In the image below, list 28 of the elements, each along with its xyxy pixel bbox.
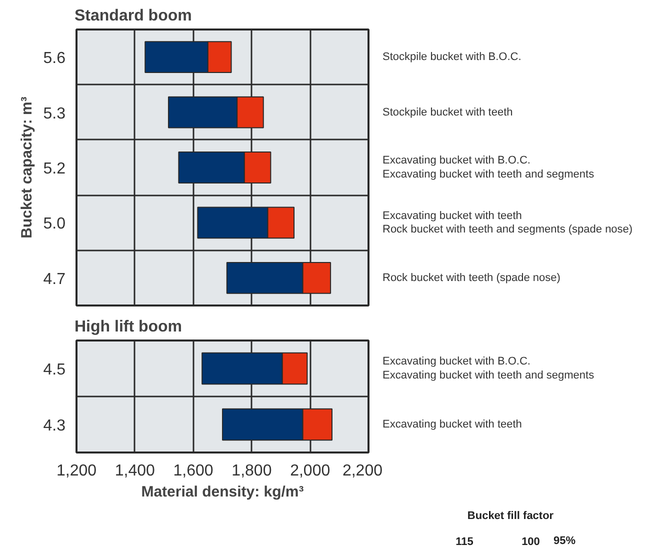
y-tick-label: 5.0 <box>43 216 66 233</box>
x-tick-label: 1,400 <box>114 462 156 480</box>
y-tick-label: 4.5 <box>43 362 66 378</box>
y-tick-label: 4.3 <box>43 418 66 434</box>
x-tick-label: 2,000 <box>290 462 330 480</box>
text: Stockpile bucket with B.O.C. <box>382 51 522 64</box>
y-axis-title: Bucket capacity: m³ <box>18 96 36 238</box>
text: Excavating bucket with B.O.C. Excavating bucket with teeth and segments <box>382 154 595 180</box>
text: 95% <box>553 535 576 547</box>
x-tick-label: 1,800 <box>232 462 272 480</box>
y-tick-label: 5.2 <box>43 160 66 178</box>
text: Stockpile bucket with teeth <box>382 106 513 118</box>
x-axis-title: Material density: kg/m³ <box>141 484 304 500</box>
text: 115 <box>456 536 474 548</box>
x-tick-label: 1,600 <box>173 462 214 480</box>
text: Excavating bucket with teeth <box>382 418 522 430</box>
x-tick-label: 1,200 <box>56 462 97 480</box>
text: Excavating bucket with teeth Rock bucket with teeth and segments (spade nose) <box>382 210 633 236</box>
chart-title: High lift boom <box>74 318 182 336</box>
y-tick-label: 5.6 <box>43 50 66 68</box>
legend-title: Bucket fill factor <box>467 510 554 522</box>
text: Rock bucket with teeth (spade nose) <box>382 272 560 284</box>
text: 100 <box>522 536 540 548</box>
x-tick-label: 2,200 <box>342 462 383 480</box>
text: Excavating bucket with B.O.C. Excavating bucket with teeth and segments <box>382 356 595 382</box>
y-tick-label: 4.7 <box>43 270 66 288</box>
y-tick-label: 5.3 <box>43 105 66 122</box>
chart-title: Standard boom <box>74 8 192 24</box>
